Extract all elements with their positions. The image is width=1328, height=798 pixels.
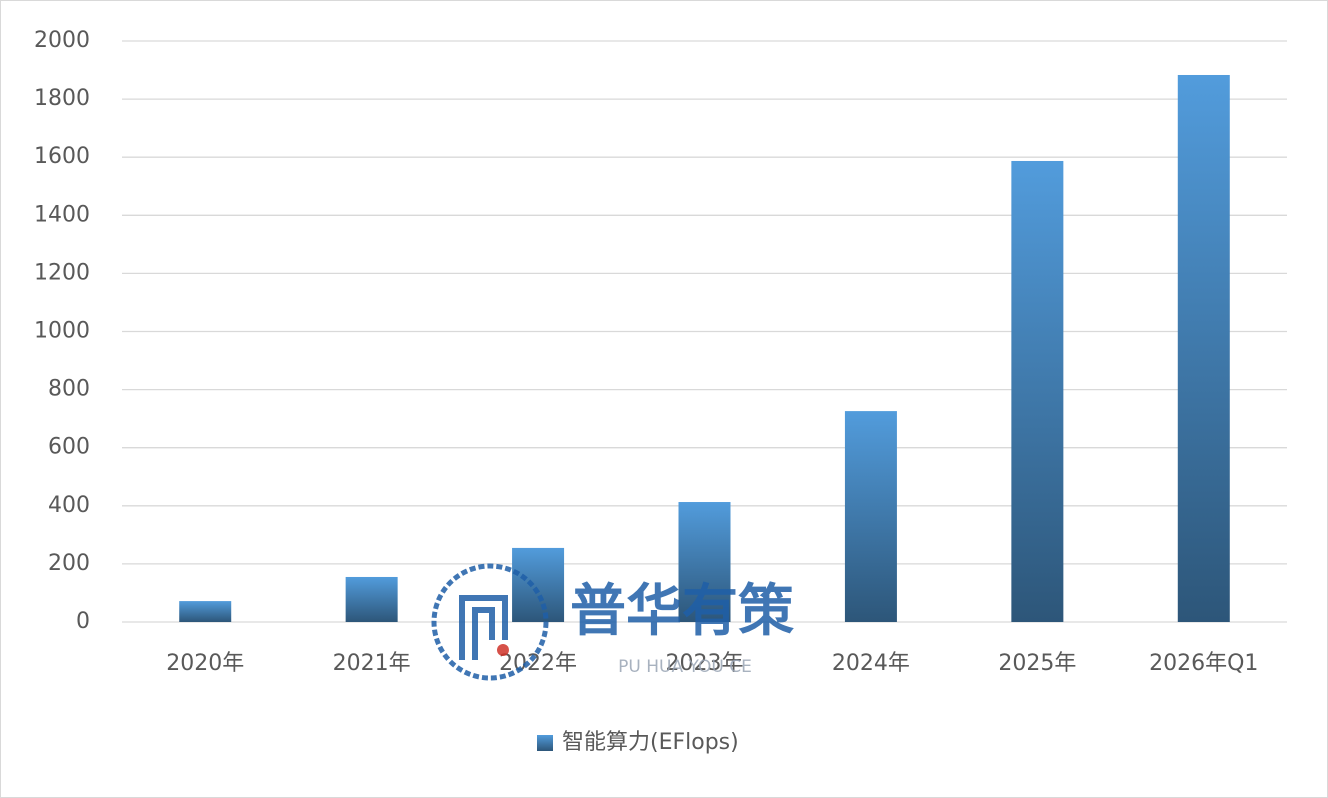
y-tick-label: 1200 [34, 260, 90, 285]
bar [345, 576, 398, 622]
y-tick-label: 600 [48, 435, 90, 460]
bar [678, 502, 731, 622]
y-tick-label: 1000 [34, 319, 90, 344]
x-tick-label: 2024年 [832, 651, 910, 676]
watermark-title: 普华有策 [570, 579, 794, 644]
x-tick-label: 2025年 [998, 651, 1076, 676]
y-tick-label: 1400 [34, 202, 90, 227]
plot-area: 0 200 400 600 800 1000 1200 1400 1600 1800 2000 202… [34, 28, 1287, 755]
bar [179, 601, 232, 622]
bar [844, 411, 897, 622]
bar [1177, 74, 1230, 622]
x-tick-label: 2026年Q1 [1149, 651, 1258, 676]
bar [512, 547, 565, 622]
y-tick-label: 200 [48, 551, 90, 576]
x-tick-label: 2020年 [166, 651, 244, 676]
watermark-logo [431, 563, 549, 681]
legend-label: 智能算力(EFlops) [562, 730, 739, 755]
watermark-subtitle: PU HUA YOU CE [618, 657, 752, 677]
x-tick-label: 2023年 [666, 651, 744, 676]
watermark: 普华有策 PU HUA YOU CE [431, 563, 794, 681]
y-tick-label: 1600 [34, 144, 90, 169]
y-tick-label: 1800 [34, 86, 90, 111]
y-tick-label: 800 [48, 377, 90, 402]
y-tick-label: 0 [76, 609, 90, 634]
watermark-logo-mark [459, 595, 508, 660]
y-tick-label: 400 [48, 493, 90, 518]
y-tick-label: 2000 [34, 28, 90, 53]
x-tick-label: 2021年 [333, 651, 411, 676]
bar [1011, 160, 1064, 622]
watermark-logo-dot [497, 644, 509, 656]
legend-swatch [537, 735, 553, 751]
